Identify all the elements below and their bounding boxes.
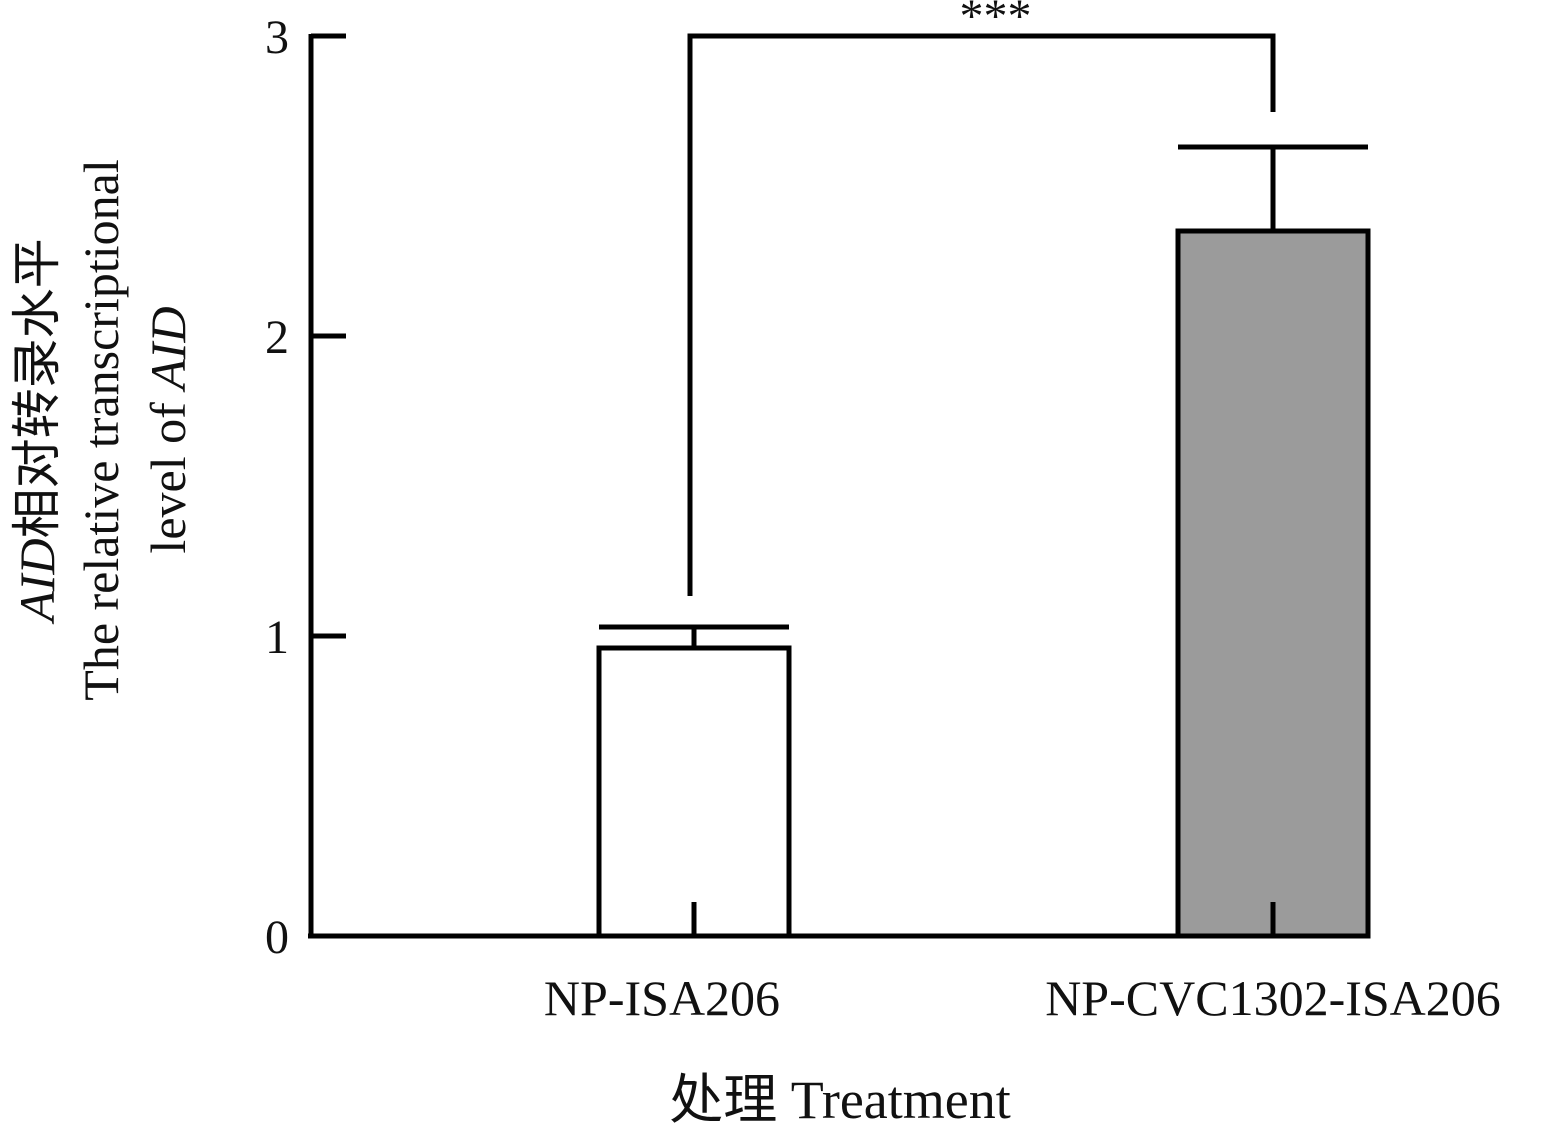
x-tick-label: NP-ISA206 — [544, 970, 780, 1026]
y-tick-label: 0 — [265, 911, 289, 964]
y-axis-title-line1: AID相对转录水平 — [9, 238, 65, 624]
significance-label: *** — [960, 0, 1032, 43]
x-axis-title: 处理 Treatment — [669, 1070, 1010, 1127]
bars — [596, 144, 1371, 939]
labels: NP-ISA206 NP-CVC1302-ISA206 *** 处理 Treatmen… — [9, 0, 1501, 1130]
x-tick-label: NP-CVC1302-ISA206 — [1045, 970, 1501, 1026]
y-tick-label: 2 — [265, 311, 289, 364]
y-tick-label: 3 — [265, 11, 289, 64]
y-tick-label: 1 — [265, 611, 289, 664]
bar-2 — [1175, 228, 1371, 939]
y-axis-title-line3: level of AID — [140, 306, 196, 553]
bar-1 — [596, 645, 792, 939]
significance-bracket — [687, 33, 1276, 596]
y-axis-title-line2: The relative transcriptional — [73, 159, 129, 700]
